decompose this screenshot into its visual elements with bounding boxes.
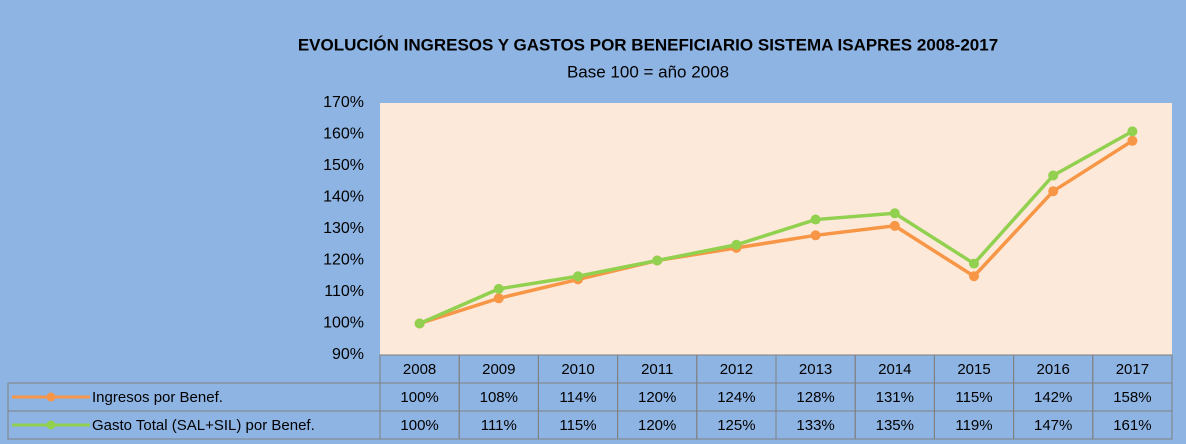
data-label: 133% (796, 417, 834, 434)
legend-label: Ingresos por Benef. (92, 389, 223, 406)
data-label: 100% (400, 389, 438, 406)
data-label: 114% (559, 389, 596, 406)
data-point (652, 255, 663, 266)
data-point (969, 271, 979, 282)
y-tick-label: 160% (323, 126, 364, 143)
data-point (1048, 170, 1059, 181)
data-point (1127, 126, 1138, 137)
data-point (573, 271, 583, 282)
x-tick-label: 2014 (878, 361, 911, 378)
data-point (889, 208, 900, 219)
legend-marker (46, 420, 56, 430)
series-line (418, 129, 1134, 326)
data-point (889, 220, 900, 231)
x-tick-label: 2008 (403, 361, 436, 378)
data-label: 131% (876, 389, 914, 406)
plot-area (380, 103, 1172, 355)
data-label: 158% (1113, 389, 1151, 406)
series-line (419, 139, 1134, 326)
chart-subtitle: Base 100 = año 2008 (567, 62, 729, 81)
y-tick-label: 110% (324, 283, 364, 300)
data-label: 125% (717, 417, 755, 434)
data-label: 111% (481, 417, 517, 434)
x-tick-label: 2017 (1116, 361, 1149, 378)
data-label: 115% (559, 417, 596, 434)
table-cell (1092, 410, 1173, 440)
x-tick-label: 2009 (482, 361, 515, 378)
data-point (1127, 135, 1138, 146)
data-point (493, 293, 504, 304)
data-label: 147% (1034, 417, 1072, 434)
legend-marker (46, 392, 56, 402)
data-label: 124% (717, 389, 755, 406)
data-label: 142% (1034, 389, 1072, 406)
x-tick-label: 2010 (561, 361, 594, 378)
x-tick-label: 2013 (799, 361, 832, 378)
x-tick-label: 2012 (720, 361, 753, 378)
y-tick-label: 140% (323, 189, 364, 206)
y-tick-label: 90% (332, 346, 364, 363)
data-label: 119% (955, 417, 992, 434)
data-label: 128% (796, 389, 834, 406)
data-label: 161% (1113, 417, 1151, 434)
data-point (1048, 186, 1059, 197)
data-label: 120% (638, 389, 676, 406)
x-tick-label: 2015 (957, 361, 990, 378)
data-point (414, 318, 425, 329)
data-point (493, 283, 504, 294)
y-tick-label: 170% (323, 94, 364, 111)
y-tick-label: 120% (323, 252, 364, 269)
y-tick-label: 150% (323, 157, 364, 174)
data-point (810, 230, 821, 241)
data-label: 115% (955, 389, 992, 406)
legend-label: Gasto Total (SAL+SIL) por Benef. (92, 417, 315, 434)
data-label: 100% (400, 417, 438, 434)
data-label: 120% (638, 417, 676, 434)
x-tick-label: 2011 (641, 361, 673, 378)
data-label: 108% (480, 389, 518, 406)
data-label: 135% (876, 417, 914, 434)
data-point (810, 214, 821, 225)
x-tick-label: 2016 (1037, 361, 1070, 378)
chart-title: EVOLUCIÓN INGRESOS Y GASTOS POR BENEFICI… (298, 35, 998, 54)
y-tick-label: 100% (323, 315, 364, 332)
y-tick-label: 130% (323, 220, 364, 237)
data-point (731, 239, 742, 250)
data-point (969, 258, 979, 269)
